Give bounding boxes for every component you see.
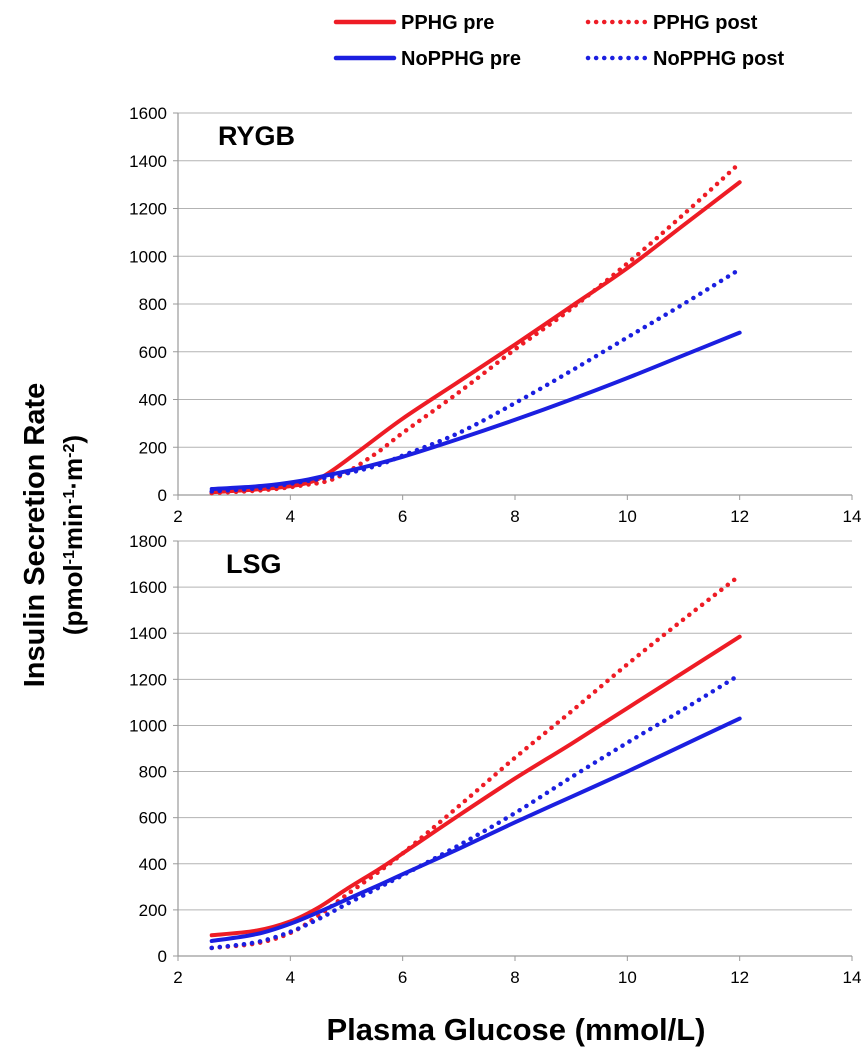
y-tick-label: 1000 <box>129 247 167 266</box>
series-line-nopphg-pre <box>209 716 742 944</box>
y-tick-label: 600 <box>139 343 167 362</box>
x-tick-label: 2 <box>173 968 182 987</box>
x-tick-label: 6 <box>398 968 407 987</box>
y-tick-label: 800 <box>139 295 167 314</box>
legend-label-nopphg-pre: NoPPHG pre <box>401 48 521 70</box>
y-tick-label: 0 <box>158 947 167 966</box>
x-tick-label: 12 <box>730 507 749 526</box>
ylabel-unit-part: ·m <box>58 458 88 490</box>
ylabel-unit-exp: -1 <box>61 550 78 564</box>
panel-title: LSG <box>226 549 282 579</box>
x-axis-title: Plasma Glucose (mmol/L) <box>327 1012 706 1047</box>
y-tick-label: 1800 <box>129 532 167 551</box>
y-tick-label: 400 <box>139 855 167 874</box>
y-tick-label: 0 <box>158 486 167 505</box>
x-tick-label: 4 <box>286 507 295 526</box>
lsg-panel: 0 200 400 600 800 1000 1200 1400 1600 1800 2 4 6 8 10 1… <box>129 532 861 987</box>
x-tick-label: 14 <box>843 968 862 987</box>
panel-title: RYGB <box>218 121 295 151</box>
ylabel-unit-exp: -1 <box>61 490 78 504</box>
y-tick-label: 200 <box>139 901 167 920</box>
y-axis-title-units: (pmol-1min-1·m-2) <box>58 435 88 635</box>
x-tick-label: 10 <box>618 968 637 987</box>
y-tick-label: 1200 <box>129 200 167 219</box>
y-tick-label: 200 <box>139 438 167 457</box>
x-tick-label: 10 <box>618 507 637 526</box>
series-line-pphg-pre <box>209 180 742 495</box>
y-tick-label: 400 <box>139 391 167 410</box>
x-tick-label: 8 <box>510 968 519 987</box>
y-tick-label: 800 <box>139 763 167 782</box>
series-line-nopphg-pre <box>209 330 742 492</box>
legend-label-pphg-pre: PPHG pre <box>401 12 494 34</box>
series-line-nopphg-post <box>209 267 742 494</box>
rygb-panel: 0 200 400 600 800 1000 1200 1400 1600 2 4 6 8 10 12 14 R… <box>129 104 861 526</box>
ylabel-unit-exp: -2 <box>61 444 78 458</box>
series-line-pphg-post <box>209 573 742 951</box>
x-tick-label: 4 <box>286 968 295 987</box>
y-tick-label: 1200 <box>129 670 167 689</box>
ylabel-unit-part: ) <box>58 435 88 444</box>
y-tick-label: 1600 <box>129 104 167 123</box>
ylabel-unit-part: min <box>58 504 88 550</box>
series-line-pphg-post <box>209 160 742 496</box>
x-tick-label: 6 <box>398 507 407 526</box>
legend-label-pphg-post: PPHG post <box>653 12 758 34</box>
ylabel-unit-part: (pmol <box>58 564 88 635</box>
x-tick-label: 2 <box>173 507 182 526</box>
x-tick-label: 14 <box>843 507 862 526</box>
x-tick-label: 12 <box>730 968 749 987</box>
y-tick-label: 1400 <box>129 624 167 643</box>
legend: PPHG pre PPHG post NoPPHG pre NoPPHG post <box>333 12 784 70</box>
y-tick-label: 1400 <box>129 152 167 171</box>
y-tick-label: 600 <box>139 809 167 828</box>
y-tick-label: 1000 <box>129 716 167 735</box>
series-line-pphg-pre <box>209 634 742 938</box>
y-axis-title-line1: Insulin Secretion Rate <box>19 383 51 688</box>
legend-label-nopphg-post: NoPPHG post <box>653 48 784 70</box>
x-tick-label: 8 <box>510 507 519 526</box>
y-tick-label: 1600 <box>129 578 167 597</box>
y-axis-title: Insulin Secretion Rate <box>19 383 51 688</box>
series-line-nopphg-post <box>209 672 742 951</box>
